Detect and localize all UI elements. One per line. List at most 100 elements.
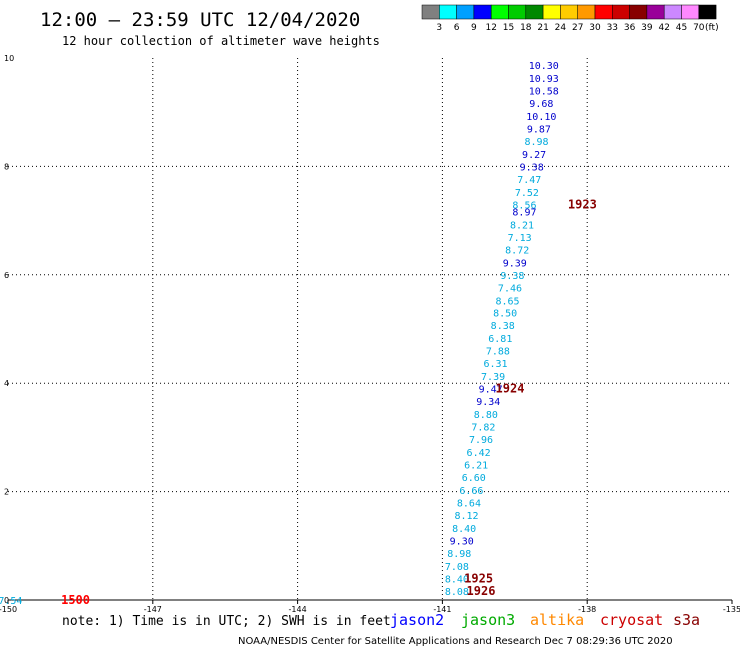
data-point: 9.87	[527, 124, 551, 135]
data-point: 7.13	[508, 233, 532, 244]
x-tick-label: -141	[433, 605, 451, 614]
colorbar-label: 36	[624, 23, 636, 33]
mission-legend: jason2 jason3 altika cryosat s3a	[390, 611, 700, 629]
mission-jason3: jason3	[461, 611, 515, 629]
x-tick-label: -135	[723, 605, 740, 614]
data-point: 8.98	[524, 137, 548, 148]
data-point: 8.64	[457, 498, 481, 509]
pass-label: 1924	[496, 382, 525, 396]
colorbar-swatch	[490, 4, 509, 20]
data-point: 9.47	[479, 385, 503, 396]
data-point: 8.50	[493, 309, 517, 320]
colorbar-swatch	[508, 4, 527, 20]
colorbar-swatch	[560, 4, 578, 20]
colorbar-label: 30	[589, 23, 601, 33]
pass-label: 1926	[467, 584, 496, 598]
colorbar-swatch	[681, 4, 700, 20]
data-point: 8.08	[445, 587, 469, 598]
data-point: 8.21	[510, 220, 534, 231]
data-point: 7.96	[469, 435, 493, 446]
footer-credit: NOAA/NESDIS Center for Satellite Applica…	[238, 636, 673, 647]
colorbar-swatch	[542, 4, 561, 20]
colorbar-label: 21	[537, 23, 548, 33]
data-point: 6.42	[467, 448, 491, 459]
data-point: 10.10	[526, 112, 556, 123]
data-point: 9.27	[522, 150, 546, 161]
y-tick-label: 10	[4, 54, 14, 63]
colorbar-swatch	[612, 4, 630, 20]
colorbar-label: 33	[607, 23, 618, 33]
data-point: 8.56	[512, 200, 536, 211]
data-points: 10.3010.9310.589.6810.109.878.989.279.38…	[0, 61, 559, 607]
data-point: 7.47	[517, 175, 541, 186]
note-text: note: 1) Time is in UTC; 2) SWH is in fe…	[62, 614, 391, 629]
x-tick-label: -147	[144, 605, 162, 614]
colorbar-swatch	[456, 4, 475, 20]
mission-cryosat: cryosat	[600, 611, 663, 629]
pass-label: 1500	[61, 593, 90, 607]
data-point: 6.60	[462, 473, 486, 484]
colorbar-label: 45	[676, 23, 687, 33]
data-point: 8.97	[512, 207, 536, 218]
colorbar-label: 12	[485, 23, 496, 33]
colorbar-label: 15	[503, 23, 514, 33]
data-point: 8.72	[505, 245, 529, 256]
colorbar-unit: (ft)	[705, 23, 719, 33]
data-point: 8.98	[447, 549, 471, 560]
mission-altika: altika	[530, 611, 584, 629]
data-point: 10.58	[529, 87, 559, 98]
colorbar-label: 39	[641, 23, 653, 33]
colorbar-label: 9	[471, 23, 477, 33]
data-point: 8.40	[445, 574, 469, 585]
data-point: 9.39	[503, 258, 527, 269]
mission-jason2: jason2	[390, 611, 444, 629]
data-point: 6.66	[459, 486, 483, 497]
colorbar-label: 3	[436, 23, 442, 33]
colorbar-swatch	[698, 4, 717, 20]
data-point: 9.38	[500, 271, 524, 282]
pass-label: 1923	[568, 197, 597, 211]
colorbar-legend: 3 6 9 12 15 18 21 24 27 30 33 36 39 42 45 70 (ft)	[421, 4, 719, 33]
data-point: 9.34	[476, 397, 500, 408]
data-point: 7.52	[515, 188, 539, 199]
data-point: 9.38	[520, 162, 544, 173]
colorbar-swatch	[577, 4, 596, 20]
y-tick-label: 0	[4, 596, 9, 605]
data-point: 7.88	[486, 347, 510, 358]
data-point: 10.30	[529, 61, 559, 72]
colorbar-swatch	[646, 4, 665, 20]
colorbar-swatch	[629, 4, 648, 20]
data-point: 8.80	[474, 410, 498, 421]
x-tick-label: -150	[0, 605, 17, 614]
data-point: 6.31	[483, 359, 507, 370]
x-tick-label: -138	[578, 605, 596, 614]
grid	[8, 58, 732, 600]
data-point: 8.12	[454, 511, 478, 522]
data-point: 8.65	[496, 296, 520, 307]
data-point: 7.54	[0, 596, 22, 607]
data-point: 8.40	[452, 524, 476, 535]
data-point: 9.68	[529, 99, 553, 110]
pass-label: 1925	[464, 571, 493, 585]
colorbar-label: 27	[572, 23, 583, 33]
data-point: 10.93	[529, 74, 559, 85]
mission-s3a: s3a	[673, 611, 700, 629]
data-point: 7.39	[481, 372, 505, 383]
data-point: 8.38	[491, 321, 515, 332]
colorbar-swatch	[421, 4, 440, 20]
chart-subtitle: 12 hour collection of altimeter wave hei…	[62, 34, 380, 48]
colorbar-swatch	[439, 4, 457, 20]
data-point: 7.08	[445, 562, 469, 573]
colorbar-label: 6	[454, 23, 460, 33]
colorbar-label: 70	[693, 23, 705, 33]
y-tick-label: 2	[4, 488, 9, 497]
y-tick-label: 4	[4, 379, 9, 388]
x-tick-label: -144	[289, 605, 307, 614]
data-point: 6.81	[488, 334, 512, 345]
data-point: 7.46	[498, 283, 522, 294]
y-tick-label: 6	[4, 271, 9, 280]
colorbar-swatch	[663, 4, 682, 20]
data-point: 6.21	[464, 461, 488, 472]
